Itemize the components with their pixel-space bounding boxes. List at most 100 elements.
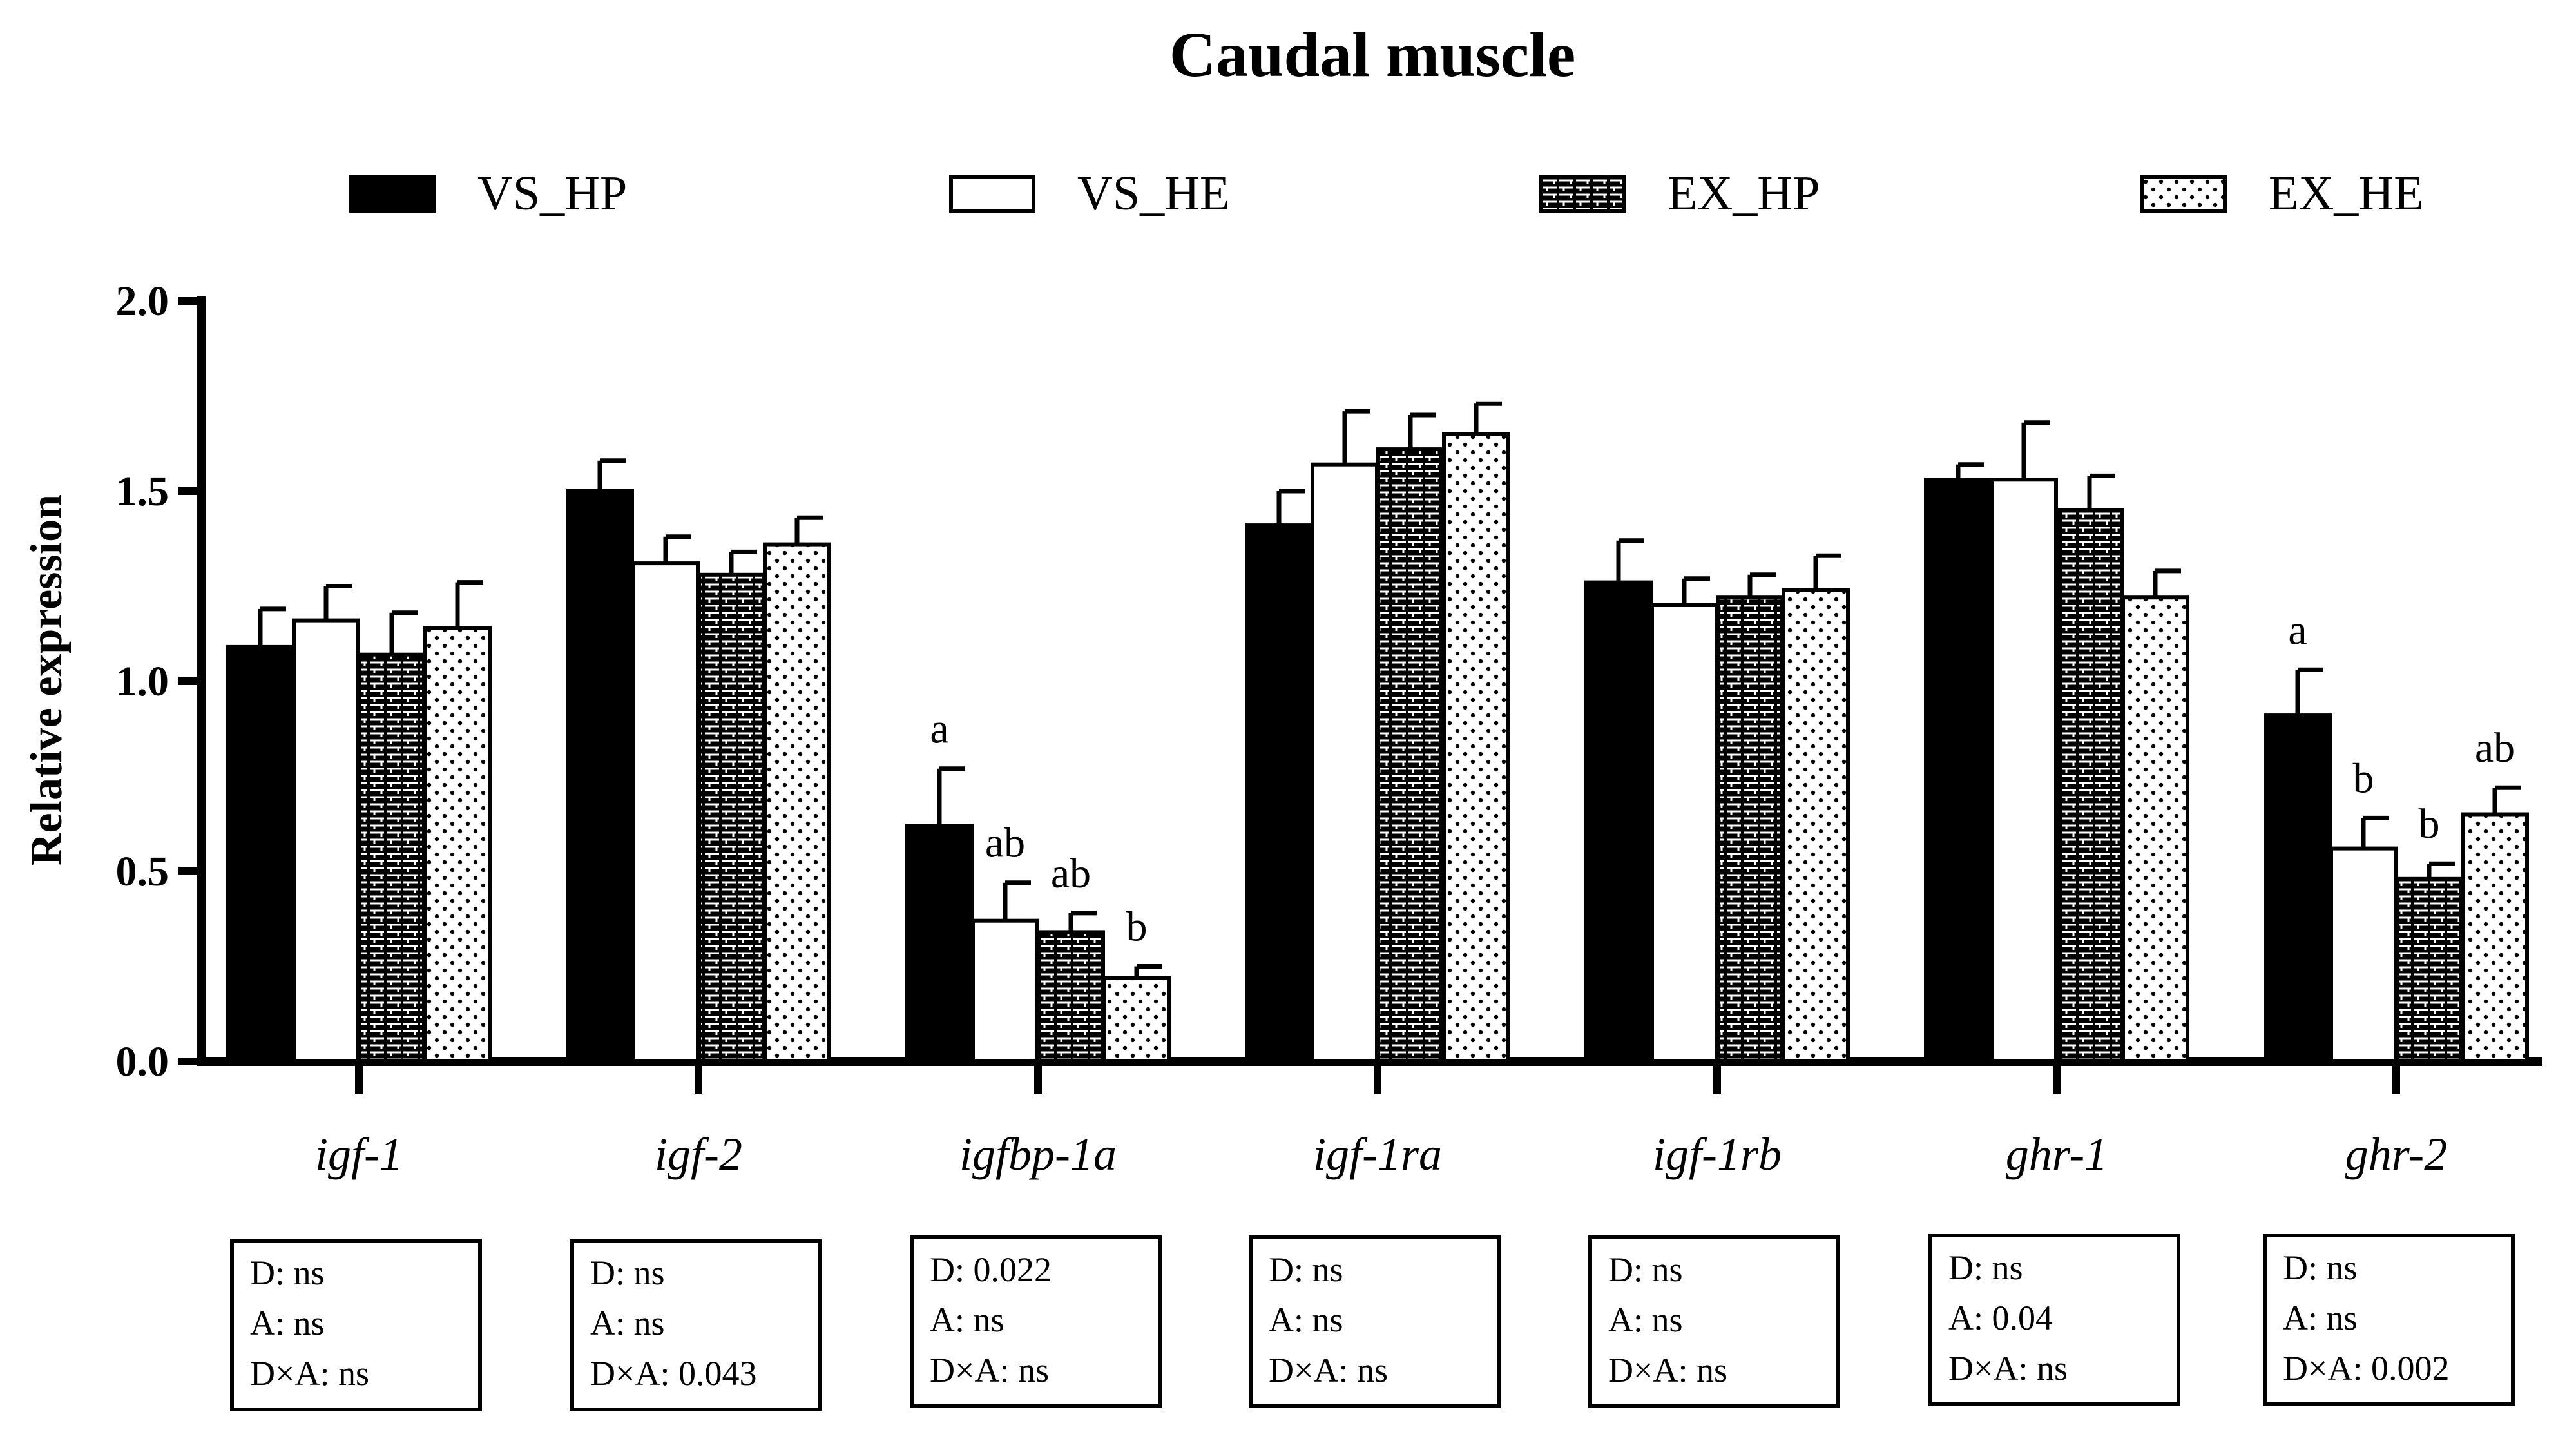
bar-ex-hp: [1037, 930, 1105, 1064]
bar-vs-he: [292, 618, 360, 1063]
legend-item-vs-hp: VS_HP: [349, 166, 627, 220]
bar-ex-he: [763, 542, 831, 1063]
significance-letter: a: [2288, 606, 2307, 653]
bar-group-igf-1: [226, 580, 492, 1063]
stats-line: A: ns: [1608, 1301, 1683, 1339]
bar-ex-he: [423, 626, 492, 1063]
stats-box-ghr-1: D: ns A: 0.04 D×A: ns: [1928, 1234, 2180, 1406]
stats-line: D×A: ns: [930, 1351, 1049, 1389]
bar-vs-hp: [1924, 478, 1992, 1063]
legend: VS_HP VS_HE EX_HP EX_HE: [349, 166, 2424, 220]
stats-line: D: ns: [250, 1253, 325, 1292]
stats-line: D: 0.022: [930, 1250, 1052, 1289]
stats-line: A: ns: [2283, 1299, 2358, 1337]
bar-ex-he: [1782, 588, 1850, 1063]
bar-group-ghr-1: [1924, 420, 2189, 1063]
stats-line: A: ns: [250, 1304, 325, 1342]
y-axis-label: Relative expression: [22, 494, 72, 866]
stats-box-frame: [1249, 1235, 1501, 1408]
stats-box-frame: [570, 1239, 822, 1411]
legend-swatch: [349, 175, 436, 213]
stats-line: D×A: 0.002: [2283, 1349, 2449, 1388]
bar-vs-hp: [2264, 713, 2332, 1063]
bar-group-igf-1ra: [1245, 401, 1510, 1063]
bar-vs-hp: [1245, 523, 1313, 1063]
stats-box-frame: [910, 1235, 1162, 1408]
legend-item-ex-hp: EX_HP: [1539, 166, 1820, 220]
x-tick-label: igf-1ra: [1313, 1128, 1442, 1180]
bar-vs-he: [1650, 603, 1718, 1063]
bar-vs-he: [971, 918, 1039, 1063]
bar-ex-he: [2121, 595, 2189, 1063]
x-tick-label: ghr-2: [2345, 1128, 2448, 1180]
bar-group-igf-2: [566, 458, 831, 1063]
stats-box-frame: [1588, 1235, 1840, 1408]
stats-boxes: D: ns A: ns D×A: ns D: ns A: ns D×A: 0.043 D: …: [230, 1234, 2515, 1411]
bar-vs-he: [1311, 462, 1379, 1063]
x-tick-label: igfbp-1a: [959, 1128, 1117, 1180]
stats-line: A: ns: [930, 1301, 1004, 1339]
x-tick-label: ghr-1: [2006, 1128, 2108, 1180]
legend-item-vs-he: VS_HE: [949, 166, 1229, 220]
stats-line: A: 0.04: [1948, 1299, 2053, 1337]
y-tick-label: 0.5: [116, 848, 169, 895]
bar-ex-hp: [697, 572, 765, 1063]
stats-line: D: ns: [1269, 1250, 1343, 1289]
y-tick-label: 0.0: [116, 1038, 169, 1085]
bar-group-igf-1rb: [1584, 538, 1850, 1063]
stats-line: D: ns: [590, 1253, 665, 1292]
bar-vs-hp: [226, 644, 294, 1063]
significance-letter: a: [930, 706, 948, 753]
chart-title: Caudal muscle: [1169, 19, 1576, 90]
bar-ex-hp: [2395, 876, 2463, 1064]
legend-swatch: [1539, 175, 1626, 213]
bar-vs-hp: [566, 489, 634, 1063]
bar-vs-hp: [1584, 580, 1653, 1063]
x-tick-label: igf-1rb: [1653, 1128, 1782, 1180]
significance-letter: ab: [985, 820, 1025, 867]
legend-label: EX_HP: [1668, 166, 1820, 220]
significance-letter: b: [2353, 755, 2374, 802]
legend-label: VS_HE: [1077, 166, 1229, 220]
bar-ex-hp: [358, 652, 426, 1063]
legend-label: EX_HE: [2269, 166, 2424, 220]
legend-item-ex-he: EX_HE: [2140, 166, 2424, 220]
x-tick-label: igf-2: [655, 1128, 742, 1180]
stats-line: D: ns: [1608, 1250, 1683, 1289]
stats-box-frame: [230, 1239, 482, 1411]
significance-letter: b: [1126, 904, 1148, 951]
bar-ex-hp: [1376, 447, 1445, 1063]
stats-line: D×A: 0.043: [590, 1354, 756, 1393]
stats-line: D: ns: [1948, 1248, 2023, 1287]
bar-vs-he: [2329, 846, 2398, 1063]
stats-box-ghr-2: D: ns A: ns D×A: 0.002: [2263, 1234, 2515, 1406]
stats-line: D×A: ns: [1608, 1351, 1727, 1389]
stats-line: D×A: ns: [1948, 1349, 2068, 1388]
stats-line: D×A: ns: [250, 1354, 369, 1393]
significance-letter: ab: [1051, 850, 1091, 897]
stats-box-igfbp-1a: D: 0.022 A: ns D×A: ns: [910, 1235, 1162, 1408]
y-tick-label: 1.5: [116, 468, 169, 515]
stats-box-igf-1: D: ns A: ns D×A: ns: [230, 1239, 482, 1411]
bar-vs-hp: [905, 824, 974, 1063]
significance-letter: ab: [2475, 724, 2515, 771]
legend-swatch: [2140, 175, 2227, 213]
stats-box-frame: [1928, 1234, 2180, 1406]
bar-vs-he: [631, 561, 700, 1063]
stats-line: A: ns: [1269, 1301, 1343, 1339]
stats-line: A: ns: [590, 1304, 665, 1342]
stats-line: D: ns: [2283, 1248, 2358, 1287]
stats-box-frame: [2263, 1234, 2515, 1406]
stats-box-igf-1ra: D: ns A: ns D×A: ns: [1249, 1235, 1501, 1408]
significance-letter: b: [2419, 800, 2440, 847]
legend-swatch: [949, 175, 1035, 213]
bar-ex-hp: [2055, 508, 2124, 1063]
stats-line: D×A: ns: [1269, 1351, 1388, 1389]
bar-ex-he: [1442, 432, 1510, 1063]
bar-ex-hp: [1716, 595, 1784, 1063]
y-tick-label: 1.0: [116, 658, 169, 705]
